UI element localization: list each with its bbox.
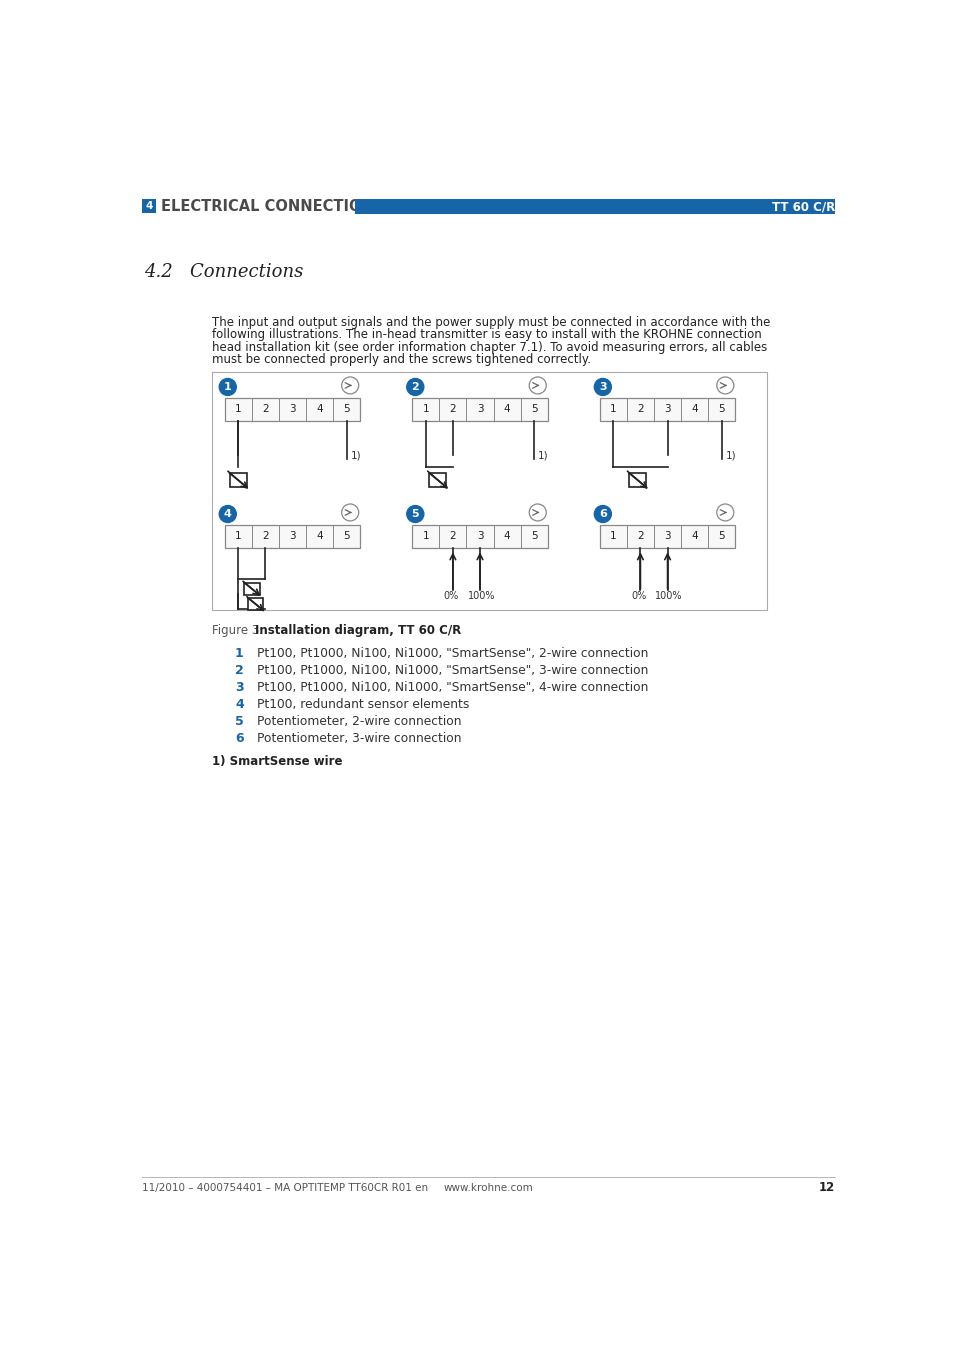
Circle shape bbox=[716, 377, 733, 394]
Text: must be connected properly and the screws tightened correctly.: must be connected properly and the screw… bbox=[212, 353, 591, 366]
Text: 5: 5 bbox=[718, 531, 724, 542]
Text: 2: 2 bbox=[637, 404, 643, 415]
Text: 1: 1 bbox=[422, 404, 429, 415]
Circle shape bbox=[219, 378, 236, 396]
Text: Potentiometer, 2-wire connection: Potentiometer, 2-wire connection bbox=[257, 715, 461, 728]
Text: 1: 1 bbox=[234, 647, 244, 661]
Text: Figure 3:: Figure 3: bbox=[212, 624, 267, 638]
Text: 5: 5 bbox=[718, 404, 724, 415]
Text: Pt100, Pt1000, Ni100, Ni1000, "SmartSense", 2-wire connection: Pt100, Pt1000, Ni100, Ni1000, "SmartSens… bbox=[257, 647, 648, 661]
Text: 1: 1 bbox=[224, 382, 232, 392]
Text: 3: 3 bbox=[663, 531, 670, 542]
Text: 5: 5 bbox=[411, 509, 418, 519]
Bar bbox=[412, 397, 547, 422]
Text: 1): 1) bbox=[537, 450, 548, 461]
Circle shape bbox=[406, 505, 423, 523]
Bar bbox=[248, 598, 263, 611]
Text: 1: 1 bbox=[422, 531, 429, 542]
Text: 4: 4 bbox=[316, 404, 322, 415]
Text: 2: 2 bbox=[262, 531, 269, 542]
Text: 6: 6 bbox=[234, 732, 243, 744]
Text: 3: 3 bbox=[598, 382, 606, 392]
Text: 3: 3 bbox=[476, 404, 483, 415]
Bar bbox=[224, 397, 360, 422]
Bar bbox=[412, 524, 547, 549]
Text: 4: 4 bbox=[691, 531, 698, 542]
Text: 100%: 100% bbox=[655, 592, 682, 601]
Text: 4: 4 bbox=[503, 404, 510, 415]
Text: 4: 4 bbox=[234, 698, 244, 711]
Text: The input and output signals and the power supply must be connected in accordanc: The input and output signals and the pow… bbox=[212, 316, 770, 330]
Bar bbox=[244, 582, 259, 594]
Text: 3: 3 bbox=[476, 531, 483, 542]
Text: 0%: 0% bbox=[443, 592, 458, 601]
Text: 4: 4 bbox=[316, 531, 322, 542]
Text: 3: 3 bbox=[289, 404, 295, 415]
Circle shape bbox=[341, 504, 358, 521]
Bar bbox=[599, 524, 735, 549]
Text: 2: 2 bbox=[234, 665, 244, 677]
Circle shape bbox=[594, 378, 611, 396]
Bar bbox=[629, 473, 645, 488]
Text: 1): 1) bbox=[725, 450, 736, 461]
Text: 3: 3 bbox=[289, 531, 295, 542]
Text: Pt100, redundant sensor elements: Pt100, redundant sensor elements bbox=[257, 698, 469, 711]
Text: 1: 1 bbox=[234, 404, 241, 415]
Text: 4.2   Connections: 4.2 Connections bbox=[144, 263, 303, 281]
Text: 2: 2 bbox=[411, 382, 418, 392]
Text: 1: 1 bbox=[609, 531, 616, 542]
Text: 1: 1 bbox=[609, 404, 616, 415]
Text: 2: 2 bbox=[449, 531, 456, 542]
Text: 2: 2 bbox=[637, 531, 643, 542]
Text: 5: 5 bbox=[531, 404, 537, 415]
Bar bbox=[599, 397, 735, 422]
Text: Pt100, Pt1000, Ni100, Ni1000, "SmartSense", 3-wire connection: Pt100, Pt1000, Ni100, Ni1000, "SmartSens… bbox=[257, 665, 648, 677]
Text: 4: 4 bbox=[503, 531, 510, 542]
Text: www.krohne.com: www.krohne.com bbox=[443, 1182, 534, 1193]
Bar bbox=[429, 473, 446, 488]
Text: 100%: 100% bbox=[467, 592, 495, 601]
Text: 12: 12 bbox=[819, 1181, 835, 1194]
Circle shape bbox=[594, 505, 611, 523]
Circle shape bbox=[529, 377, 546, 394]
Bar bbox=[142, 199, 156, 213]
Text: 1: 1 bbox=[234, 531, 241, 542]
Text: 4: 4 bbox=[146, 201, 153, 211]
Circle shape bbox=[219, 505, 236, 523]
Circle shape bbox=[406, 378, 423, 396]
Text: 0%: 0% bbox=[631, 592, 646, 601]
Circle shape bbox=[716, 504, 733, 521]
Bar bbox=[212, 372, 766, 611]
Text: 5: 5 bbox=[531, 531, 537, 542]
Text: 11/2010 – 4000754401 – MA OPTITEMP TT60CR R01 en: 11/2010 – 4000754401 – MA OPTITEMP TT60C… bbox=[142, 1182, 428, 1193]
Circle shape bbox=[341, 377, 358, 394]
Bar bbox=[224, 524, 360, 549]
Text: 2: 2 bbox=[449, 404, 456, 415]
Text: 5: 5 bbox=[234, 715, 244, 728]
Text: Potentiometer, 3-wire connection: Potentiometer, 3-wire connection bbox=[257, 732, 461, 744]
Text: 5: 5 bbox=[343, 531, 350, 542]
Text: 2: 2 bbox=[262, 404, 269, 415]
Text: 1): 1) bbox=[350, 450, 361, 461]
Circle shape bbox=[529, 504, 546, 521]
Text: 4: 4 bbox=[224, 509, 232, 519]
Text: 3: 3 bbox=[234, 681, 243, 694]
Text: TT 60 C/R: TT 60 C/R bbox=[771, 200, 835, 213]
Text: 1) SmartSense wire: 1) SmartSense wire bbox=[212, 755, 342, 767]
Text: 4: 4 bbox=[691, 404, 698, 415]
Text: 5: 5 bbox=[343, 404, 350, 415]
Text: Installation diagram, TT 60 C/R: Installation diagram, TT 60 C/R bbox=[254, 624, 460, 638]
Text: head installation kit (see order information chapter 7.1). To avoid measuring er: head installation kit (see order informa… bbox=[212, 340, 767, 354]
Text: following illustrations. The in-head transmitter is easy to install with the KRO: following illustrations. The in-head tra… bbox=[212, 328, 761, 342]
Text: 3: 3 bbox=[663, 404, 670, 415]
Bar bbox=[230, 473, 247, 488]
Bar bbox=[355, 199, 835, 215]
Text: Pt100, Pt1000, Ni100, Ni1000, "SmartSense", 4-wire connection: Pt100, Pt1000, Ni100, Ni1000, "SmartSens… bbox=[257, 681, 648, 694]
Text: 6: 6 bbox=[598, 509, 606, 519]
Text: ELECTRICAL CONNECTIONS: ELECTRICAL CONNECTIONS bbox=[161, 199, 384, 213]
